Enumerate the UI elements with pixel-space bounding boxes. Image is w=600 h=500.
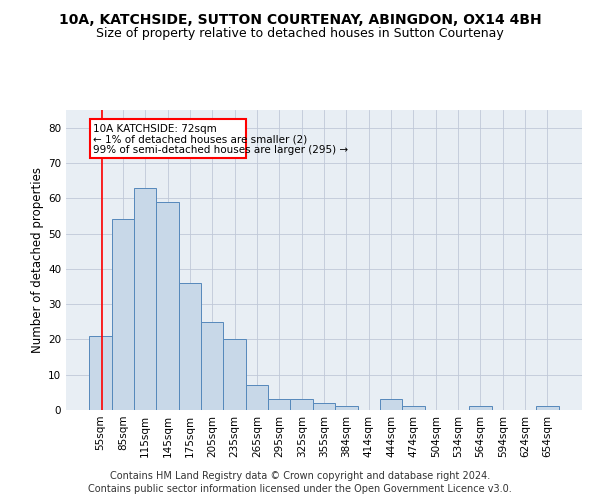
Bar	[157, 202, 179, 410]
Text: 99% of semi-detached houses are larger (295) →: 99% of semi-detached houses are larger (…	[93, 146, 349, 156]
Text: Contains public sector information licensed under the Open Government Licence v3: Contains public sector information licen…	[88, 484, 512, 494]
Bar	[134, 188, 157, 410]
Text: Size of property relative to detached houses in Sutton Courtenay: Size of property relative to detached ho…	[96, 28, 504, 40]
Bar	[380, 400, 402, 410]
Bar	[179, 283, 201, 410]
Bar	[112, 220, 134, 410]
Bar	[290, 400, 313, 410]
Text: ← 1% of detached houses are smaller (2): ← 1% of detached houses are smaller (2)	[93, 134, 308, 144]
Bar	[223, 340, 246, 410]
Bar	[335, 406, 358, 410]
Bar	[201, 322, 223, 410]
Text: Contains HM Land Registry data © Crown copyright and database right 2024.: Contains HM Land Registry data © Crown c…	[110, 471, 490, 481]
Y-axis label: Number of detached properties: Number of detached properties	[31, 167, 44, 353]
Bar	[268, 400, 290, 410]
Text: 10A KATCHSIDE: 72sqm: 10A KATCHSIDE: 72sqm	[93, 124, 217, 134]
Bar	[246, 386, 268, 410]
Bar	[536, 406, 559, 410]
Bar	[90, 119, 246, 158]
Bar	[89, 336, 112, 410]
Bar	[402, 406, 425, 410]
Text: 10A, KATCHSIDE, SUTTON COURTENAY, ABINGDON, OX14 4BH: 10A, KATCHSIDE, SUTTON COURTENAY, ABINGD…	[59, 12, 541, 26]
Bar	[313, 403, 335, 410]
Bar	[469, 406, 491, 410]
